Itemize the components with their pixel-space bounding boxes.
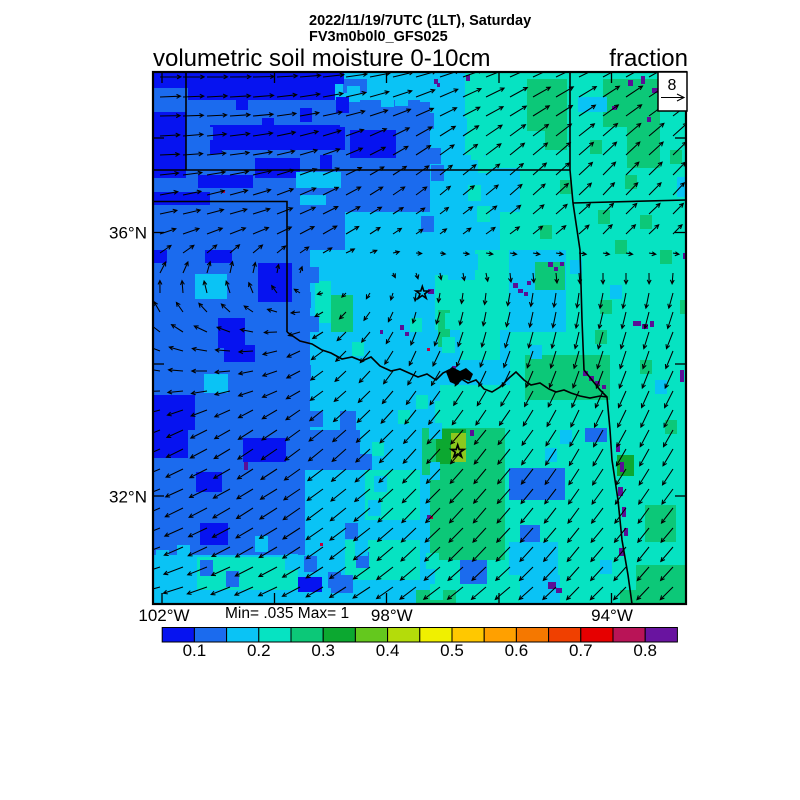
svg-text:0.5: 0.5 (440, 641, 464, 660)
svg-text:94°W: 94°W (591, 606, 633, 625)
svg-text:32°N: 32°N (109, 488, 147, 507)
svg-text:0.6: 0.6 (505, 641, 529, 660)
svg-text:2022/11/19/7UTC (1LT), Saturda: 2022/11/19/7UTC (1LT), Saturday (309, 13, 531, 29)
svg-text:8: 8 (668, 77, 677, 94)
svg-text:0.4: 0.4 (376, 641, 400, 660)
svg-text:Min= .035 Max= 1: Min= .035 Max= 1 (225, 605, 349, 622)
svg-text:102°W: 102°W (138, 606, 189, 625)
svg-text:0.3: 0.3 (311, 641, 335, 660)
svg-text:volumetric soil moisture 0-10c: volumetric soil moisture 0-10cm (153, 45, 490, 72)
svg-text:0.2: 0.2 (247, 641, 271, 660)
svg-text:fraction: fraction (609, 45, 688, 72)
svg-text:98°W: 98°W (371, 606, 413, 625)
svg-text:0.1: 0.1 (183, 641, 207, 660)
svg-text:36°N: 36°N (109, 224, 147, 243)
svg-text:0.7: 0.7 (569, 641, 593, 660)
svg-text:0.8: 0.8 (633, 641, 657, 660)
svg-text:FV3m0b0l0_GFS025: FV3m0b0l0_GFS025 (309, 29, 448, 45)
